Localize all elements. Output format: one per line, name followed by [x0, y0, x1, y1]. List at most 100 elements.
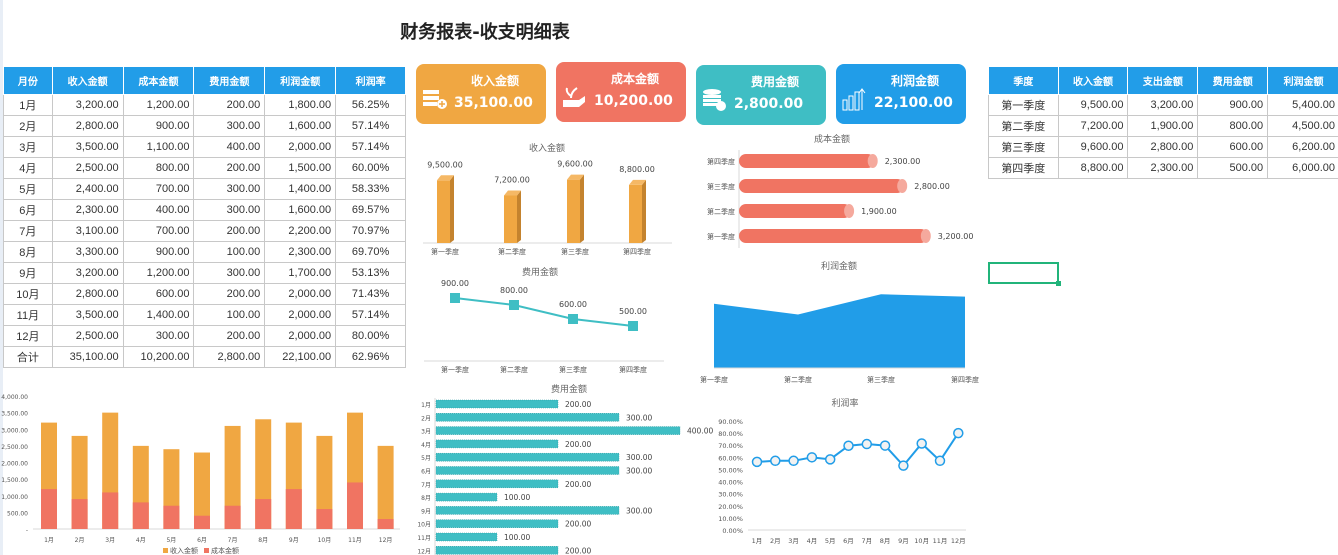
coin-stack-icon — [703, 89, 726, 111]
table-cell[interactable]: 3,200.00 — [1127, 94, 1199, 116]
data-point — [861, 438, 873, 450]
table-cell[interactable]: 200.00 — [193, 325, 266, 347]
table-cell[interactable]: 2,300.00 — [264, 241, 337, 263]
table-cell[interactable]: 60.00% — [335, 157, 406, 179]
card-value: 10,200.00 — [594, 93, 673, 109]
table-cell[interactable]: 第三季度 — [988, 136, 1059, 158]
table-cell[interactable]: 500.00 — [1197, 157, 1269, 179]
bar — [435, 519, 559, 528]
data-label: 8,800.00 — [619, 165, 655, 174]
table-cell[interactable]: 900.00 — [122, 241, 195, 263]
table-row: 第三季度 9,600.00 2,800.00 600.00 6,200.00 — [988, 136, 1338, 158]
data-label: 300.00 — [626, 467, 652, 476]
table-cell[interactable]: 1,600.00 — [264, 199, 337, 221]
table-cell[interactable]: 2,800.00 — [193, 346, 266, 368]
data-label: 500.00 — [619, 307, 647, 316]
table-cell[interactable]: 2,300.00 — [1127, 157, 1199, 179]
x-tick-label: 第二季度 — [498, 247, 526, 256]
window-edge — [0, 0, 3, 555]
table-cell[interactable]: 2,300.00 — [51, 199, 124, 221]
x-tick-label: 3月 — [105, 537, 115, 544]
bar — [435, 479, 559, 489]
table-cell[interactable]: 57.14% — [335, 136, 406, 158]
table-cell[interactable]: 200.00 — [193, 283, 266, 305]
table-cell[interactable]: 300.00 — [193, 199, 266, 221]
table-cell[interactable]: 6月 — [3, 199, 53, 221]
y-tick-label: 第三季度 — [707, 182, 735, 191]
bar — [435, 452, 620, 462]
table-cell[interactable]: 80.00% — [335, 325, 406, 347]
y-tick-label: 60.00% — [718, 454, 743, 462]
y-tick-label: 第二季度 — [707, 207, 735, 216]
chart-title: 利润率 — [831, 397, 858, 409]
column-header: 支出金额 — [1127, 66, 1199, 95]
table-cell[interactable]: 6,000.00 — [1267, 157, 1338, 179]
table-cell[interactable]: 300.00 — [193, 262, 266, 284]
table-cell[interactable]: 1,400.00 — [264, 178, 337, 200]
table-cell[interactable]: 3,300.00 — [51, 241, 124, 263]
table-cell[interactable]: 2,000.00 — [264, 304, 337, 326]
data-point — [568, 314, 578, 324]
table-cell[interactable]: 2,000.00 — [264, 325, 337, 347]
y-tick-label: 90.00% — [718, 418, 743, 426]
table-row: 5月 2,400.00 700.00 300.00 1,400.00 58.33% — [3, 178, 406, 200]
bar-cost — [224, 505, 241, 529]
table-cell[interactable]: 1,100.00 — [122, 136, 195, 158]
table-cell[interactable]: 100.00 — [193, 241, 266, 263]
table-cell[interactable]: 400.00 — [193, 136, 266, 158]
table-cell[interactable]: 600.00 — [122, 283, 195, 305]
table-cell[interactable]: 62.96% — [335, 346, 406, 368]
table-cell[interactable]: 200.00 — [193, 220, 266, 242]
table-cell[interactable]: 合计 — [3, 346, 53, 368]
table-cell[interactable]: 8,800.00 — [1057, 157, 1129, 179]
y-tick-label: 第一季度 — [707, 232, 735, 241]
x-tick-label: 第二季度 — [500, 365, 528, 374]
coins-plus-icon — [423, 90, 447, 109]
table-cell[interactable]: 200.00 — [193, 94, 266, 116]
table-cell[interactable]: 1,200.00 — [122, 262, 195, 284]
data-label: 200.00 — [565, 400, 591, 409]
table-cell[interactable]: 10月 — [3, 283, 53, 305]
column-header: 季度 — [988, 66, 1059, 95]
table-cell[interactable]: 300.00 — [193, 178, 266, 200]
table-cell[interactable]: 第四季度 — [988, 157, 1059, 179]
data-label: 7,200.00 — [494, 175, 530, 184]
x-tick-label: 2月 — [75, 537, 85, 544]
y-tick-label: 9月 — [421, 508, 431, 515]
column-header: 利润率 — [335, 66, 406, 95]
table-cell[interactable]: 600.00 — [1197, 136, 1269, 158]
table-cell[interactable]: 1,800.00 — [264, 94, 337, 116]
table-cell[interactable]: 5,400.00 — [1267, 94, 1338, 116]
table-cell[interactable]: 700.00 — [122, 220, 195, 242]
data-label: 400.00 — [687, 427, 713, 436]
data-point — [806, 452, 818, 463]
bar — [435, 466, 620, 475]
y-tick-label: 7月 — [421, 482, 431, 489]
data-label: 900.00 — [441, 279, 469, 288]
fill-handle[interactable] — [1056, 281, 1061, 286]
card-label: 成本金额 — [611, 72, 660, 86]
table-cell[interactable]: 4,500.00 — [1267, 115, 1338, 137]
chart-title: 费用金额 — [522, 266, 558, 278]
data-point — [509, 300, 519, 310]
table-cell[interactable]: 11月 — [3, 304, 53, 326]
table-cell[interactable]: 10,200.00 — [122, 346, 195, 368]
table-cell[interactable]: 57.14% — [335, 304, 406, 326]
bar-side — [517, 190, 521, 243]
table-cell[interactable]: 2,800.00 — [51, 115, 124, 137]
table-cell[interactable]: 22,100.00 — [264, 346, 337, 368]
table-cell[interactable]: 1,200.00 — [122, 94, 195, 116]
table-cell[interactable]: 800.00 — [1197, 115, 1269, 137]
selected-cell[interactable] — [988, 262, 1061, 286]
table-cell[interactable]: 71.43% — [335, 283, 406, 305]
x-tick-label: 10月 — [914, 537, 929, 545]
table-cell[interactable]: 1月 — [3, 94, 53, 116]
table-cell[interactable]: 9,600.00 — [1057, 136, 1129, 158]
table-cell[interactable]: 69.57% — [335, 199, 406, 221]
bar-revenue — [194, 452, 210, 529]
table-row: 6月 2,300.00 400.00 300.00 1,600.00 69.57% — [3, 199, 406, 221]
table-cell[interactable]: 35,100.00 — [51, 346, 124, 368]
y-tick-label: - — [26, 527, 28, 534]
column-header: 月份 — [3, 66, 53, 95]
